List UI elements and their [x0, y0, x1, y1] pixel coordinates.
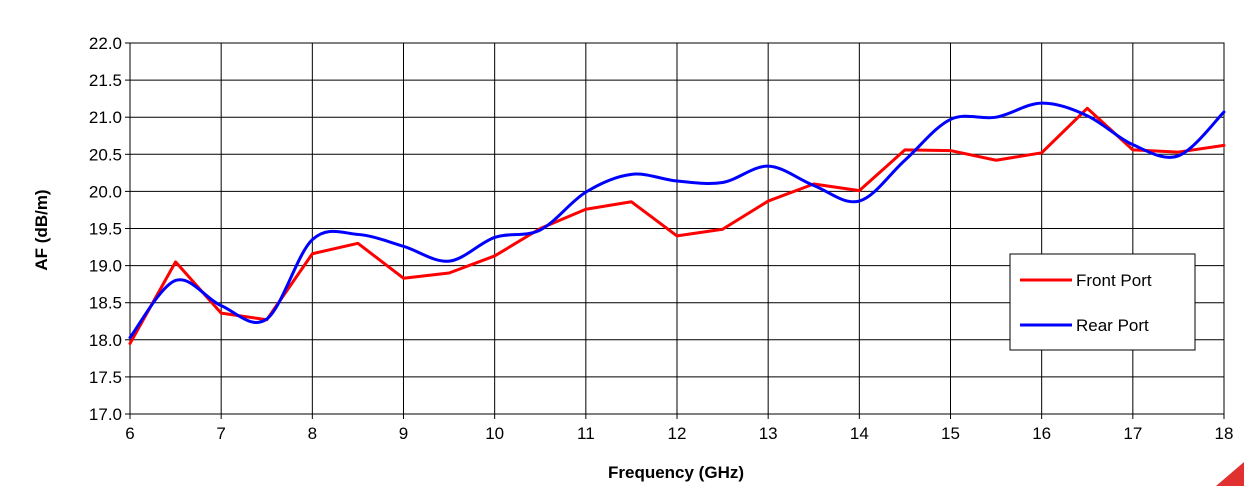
series-line-rear-port	[128, 101, 1226, 340]
x-tick-label: 8	[308, 424, 317, 443]
y-tick-label: 21.0	[89, 108, 122, 127]
x-tick-label: 18	[1215, 424, 1234, 443]
legend-label: Front Port	[1076, 271, 1152, 290]
y-tick-label: 20.5	[89, 145, 122, 164]
x-tick-label: 15	[941, 424, 960, 443]
y-tick-label: 19.0	[89, 257, 122, 276]
y-tick-label: 17.0	[89, 405, 122, 424]
grid-layer	[129, 42, 1225, 415]
x-tick-label: 12	[668, 424, 687, 443]
legend-label: Rear Port	[1076, 316, 1149, 335]
legend: Front Port Rear Port	[1009, 253, 1196, 351]
x-tick-label: 10	[485, 424, 504, 443]
y-tick-label: 20.0	[89, 182, 122, 201]
x-tick-label: 16	[1032, 424, 1051, 443]
x-tick-label: 7	[216, 424, 225, 443]
y-tick-label: 17.5	[89, 368, 122, 387]
y-tick-label: 18.0	[89, 331, 122, 350]
series-line-front-port	[128, 106, 1226, 346]
x-tick-label: 13	[759, 424, 778, 443]
corner-resize-icon[interactable]	[1216, 462, 1244, 486]
legend-box	[1009, 253, 1196, 351]
axis-layer: 17.0 17.5 18.0 18.5 19.0 19.5 20.0 20.5 21.0 21.5…	[89, 34, 1234, 443]
x-tick-label: 14	[850, 424, 869, 443]
y-axis-title: AF (dB/m)	[32, 189, 51, 270]
x-tick-label: 11	[577, 424, 595, 443]
x-tick-label: 6	[125, 424, 134, 443]
y-tick-label: 19.5	[89, 220, 122, 239]
series-layer	[128, 101, 1226, 346]
x-axis-title: Frequency (GHz)	[608, 463, 744, 482]
y-tick-label: 18.5	[89, 294, 122, 313]
y-tick-label: 22.0	[89, 34, 122, 53]
plot-area-frame	[129, 42, 1225, 415]
y-tick-label: 21.5	[89, 71, 122, 90]
x-tick-label: 9	[399, 424, 408, 443]
x-tick-label: 17	[1123, 424, 1142, 443]
